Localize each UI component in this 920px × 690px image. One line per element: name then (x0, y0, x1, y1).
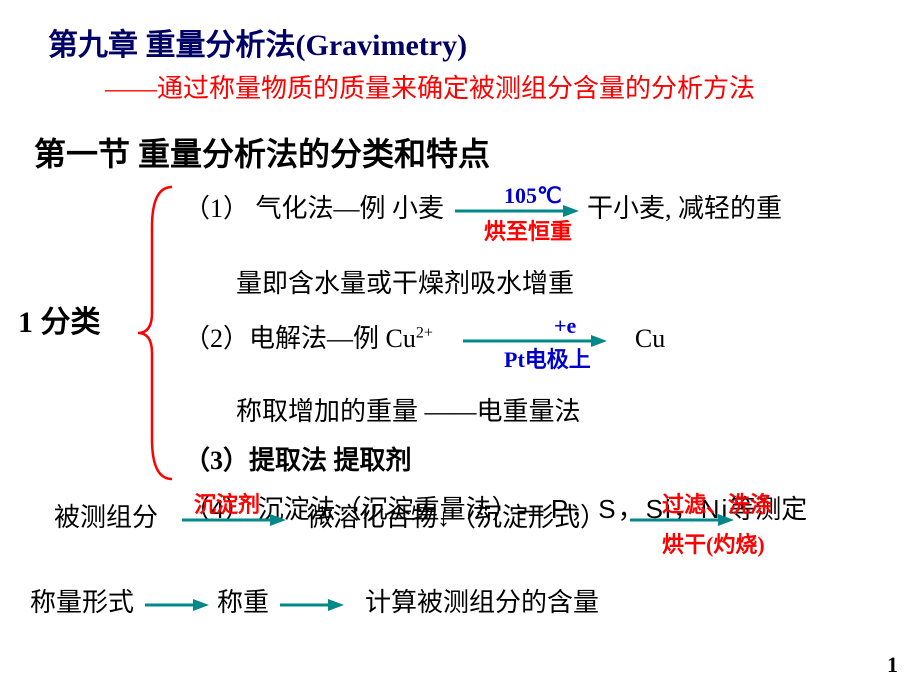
chapter-title: 第九章 重量分析法(Gravimetry) (0, 0, 920, 64)
chapter-subtitle: ——通过称量物质的质量来确定被测组分含量的分析方法 (0, 64, 920, 105)
item-1-prefix: （1） 气化法—例 小麦 (184, 194, 444, 223)
arrow-label-dry: 烘干(灼烧) (662, 527, 765, 559)
brace-icon (134, 183, 180, 483)
flow-line1: 被测组分 微溶化合物↓（沉淀形式） 沉淀剂 过滤、洗涤 烘干(灼烧) (54, 497, 914, 534)
arrow-label-105c: 105℃ (504, 181, 562, 211)
item-2-line1: （2）电解法—例 Cu2+ Cu +e Pt电极上 (184, 321, 914, 356)
section-title: 第一节 重量分析法的分类和特点 (0, 105, 920, 175)
item-1-line1: （1） 气化法—例 小麦 干小麦, 减轻的重 105℃ 烘至恒重 (184, 191, 914, 226)
arrow-icon (276, 596, 346, 614)
item-2-sup: 2+ (416, 325, 433, 342)
item-1-suffix: 干小麦, 减轻的重 (587, 194, 782, 223)
flow-e: 计算被测组分的含量 (365, 588, 599, 617)
page-number: 1 (887, 652, 898, 678)
item-2-line2: 称取增加的重量 ——电重量法 (184, 394, 914, 429)
arrow-label-plus-e: +e (554, 311, 576, 341)
item-1-line2: 量即含水量或干燥剂吸水增重 (184, 266, 914, 301)
classify-label: 1 分类 (18, 297, 101, 341)
item-2-suffix: Cu (635, 324, 665, 353)
flow-b: 微溶化合物↓（沉淀形式） (307, 503, 606, 532)
flow-d: 称重 (217, 588, 269, 617)
arrow-label-bake: 烘至恒重 (484, 217, 572, 247)
arrow-icon (141, 596, 211, 614)
item-2-prefix: （2）电解法—例 Cu (184, 324, 416, 353)
arrow-label-precipitant: 沉淀剂 (194, 487, 260, 519)
flow-block: 被测组分 微溶化合物↓（沉淀形式） 沉淀剂 过滤、洗涤 烘干(灼烧) (54, 497, 914, 619)
arrow-label-pt: Pt电极上 (504, 345, 591, 375)
arrow-label-filter: 过滤、洗涤 (662, 487, 772, 519)
classification-items: （1） 气化法—例 小麦 干小麦, 减轻的重 105℃ 烘至恒重 量即含水量或干… (184, 187, 914, 528)
item-3: （3）提取法 提取剂 (184, 443, 914, 478)
flow-a: 被测组分 (54, 503, 158, 532)
flow-c: 称量形式 (30, 588, 134, 617)
flow-line2: 称量形式 称重 计算被测组分的含量 (30, 582, 914, 619)
